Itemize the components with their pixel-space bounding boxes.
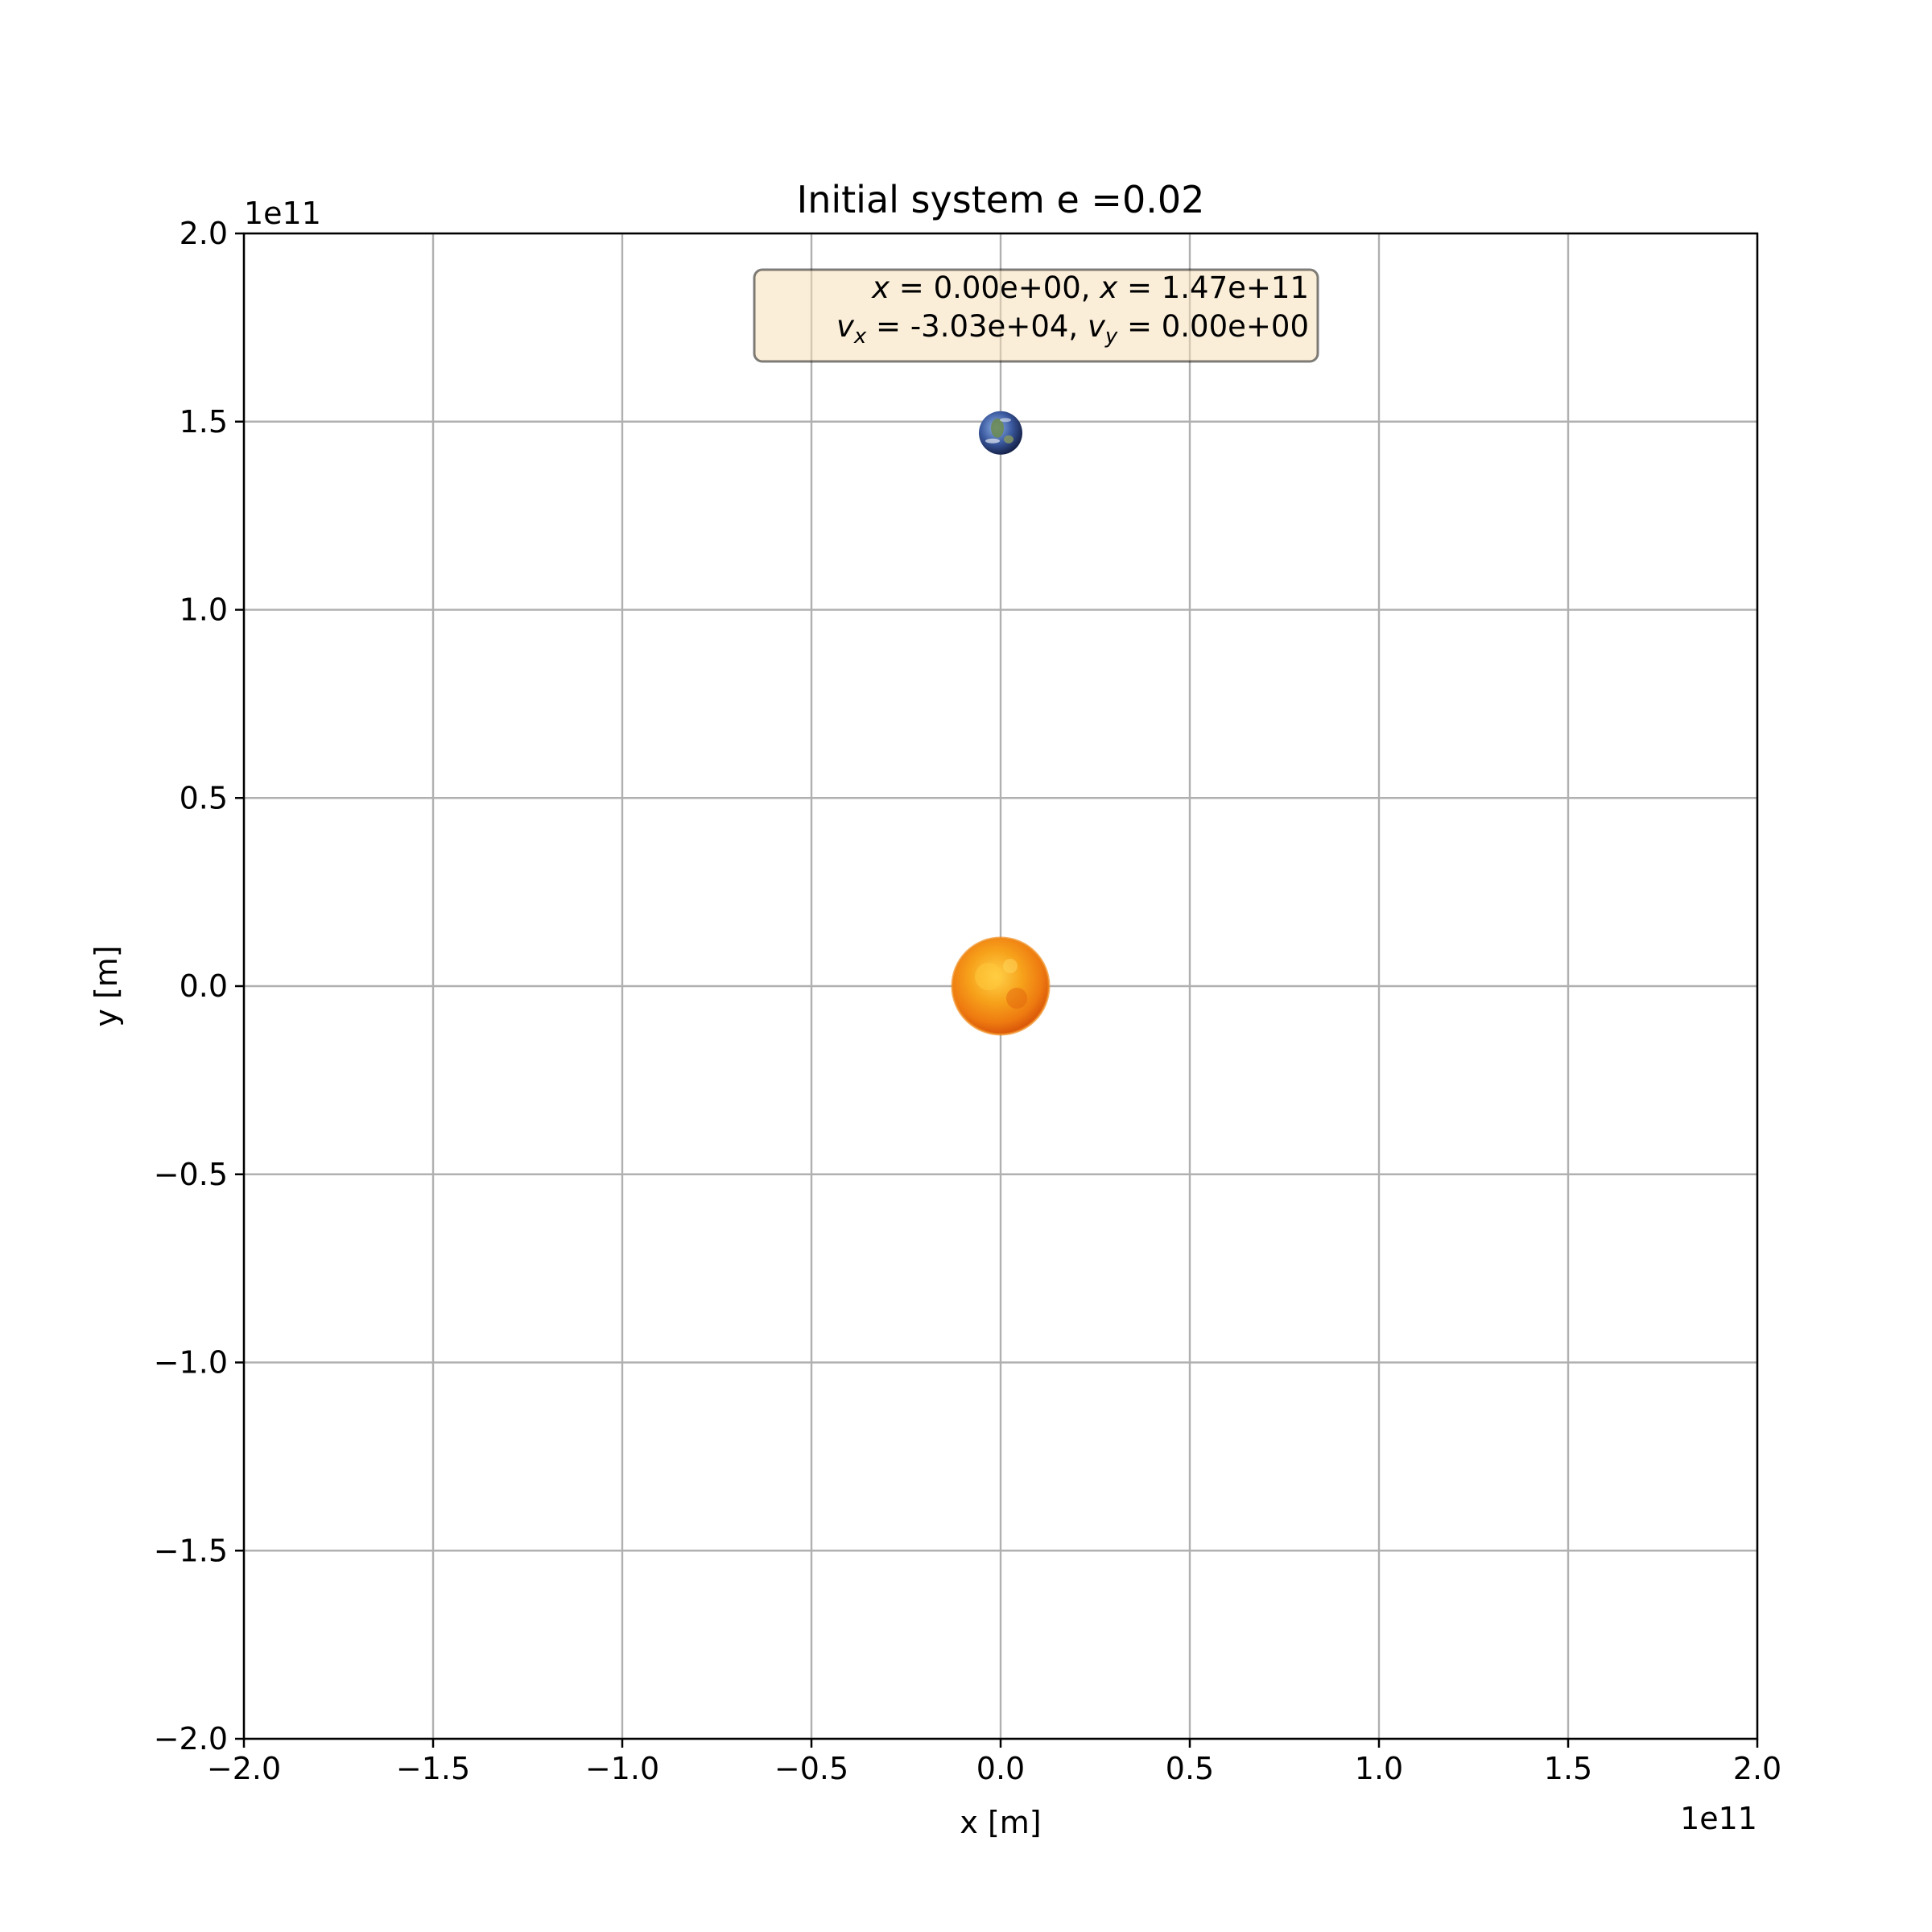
info-box: x = 0.00e+00, x = 1.47e+11 vx = -3.03e+0… xyxy=(753,268,1319,363)
y-tick-label: −2.0 xyxy=(154,1721,228,1757)
y-offset-label: 1e11 xyxy=(244,196,321,231)
y-tick-label: 2.0 xyxy=(180,216,228,251)
x-tick-label: −1.5 xyxy=(396,1751,470,1786)
x-tick-label: −2.0 xyxy=(207,1751,281,1786)
earth-icon xyxy=(979,411,1022,455)
x-tick-label: 0.5 xyxy=(1166,1751,1214,1786)
y-tick-label: −0.5 xyxy=(154,1157,228,1192)
x-tick-label: 2.0 xyxy=(1733,1751,1781,1786)
y-tick-label: 0.5 xyxy=(180,780,228,815)
x-tick-label: 1.5 xyxy=(1544,1751,1592,1786)
y-tick-label: 0.0 xyxy=(180,968,228,1004)
celestial-bodies xyxy=(951,411,1051,1036)
info-position-line: x = 0.00e+00, x = 1.47e+11 xyxy=(871,270,1309,305)
x-tick-label: 0.0 xyxy=(976,1751,1025,1786)
x-axis-ticks: −2.0 −1.5 −1.0 −0.5 0.0 0.5 1.0 1.5 2.0 xyxy=(207,1739,1781,1786)
y-axis-title: y [m] xyxy=(89,945,124,1026)
x-axis-title: x [m] xyxy=(960,1805,1041,1840)
y-tick-label: 1.5 xyxy=(180,404,228,440)
sun-icon xyxy=(951,936,1051,1036)
info-velocity-line: vx = -3.03e+04, vy = 0.00e+00 xyxy=(836,309,1309,349)
y-tick-label: 1.0 xyxy=(180,592,228,628)
x-tick-label: −0.5 xyxy=(774,1751,848,1786)
info-box-background xyxy=(753,268,1319,363)
y-tick-label: −1.5 xyxy=(154,1533,228,1568)
chart-title: Initial system e =0.02 xyxy=(797,178,1205,221)
y-tick-label: −1.0 xyxy=(154,1345,228,1381)
x-tick-label: 1.0 xyxy=(1355,1751,1403,1786)
y-axis-ticks: −2.0 −1.5 −1.0 −0.5 0.0 0.5 1.0 1.5 2.0 xyxy=(154,216,244,1757)
x-tick-label: −1.0 xyxy=(585,1751,659,1786)
x-offset-label: 1e11 xyxy=(1680,1801,1757,1836)
